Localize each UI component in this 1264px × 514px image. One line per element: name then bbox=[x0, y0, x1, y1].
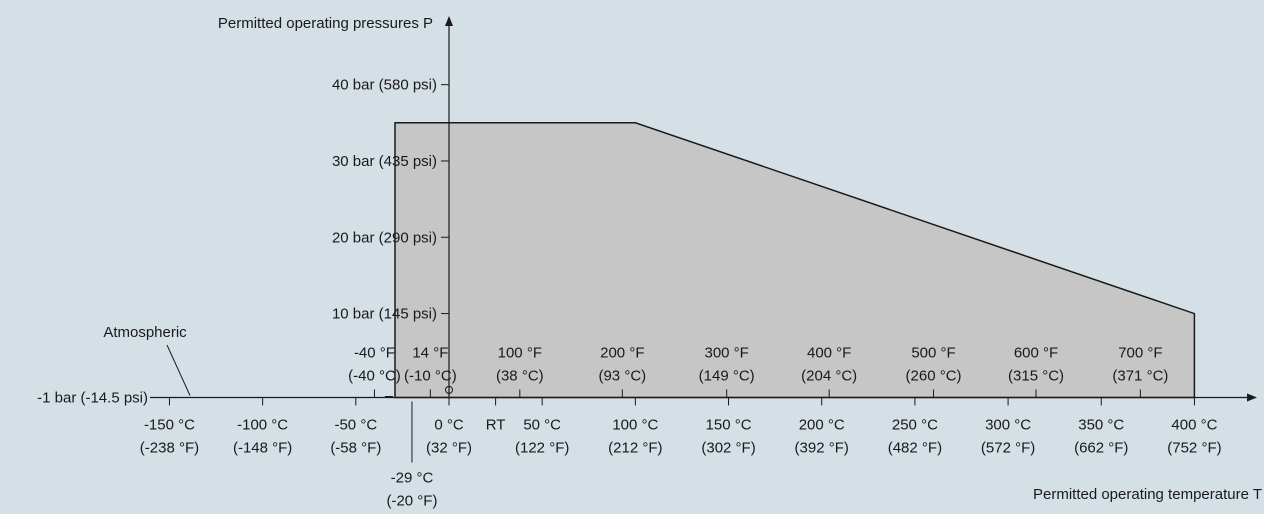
x-tick-celsius-sublabel: (-148 °F) bbox=[233, 440, 292, 457]
x-tick-celsius-label: 300 °C bbox=[985, 417, 1031, 434]
x-tick-celsius-sublabel: (122 °F) bbox=[515, 440, 569, 457]
x-tick-fahrenheit-sublabel: (-40 °C) bbox=[348, 368, 401, 385]
x-tick-fahrenheit-sublabel: (38 °C) bbox=[496, 368, 544, 385]
min-temp-annotation: -29 °C bbox=[391, 470, 434, 487]
y-tick-label: -1 bar (-14.5 psi) bbox=[37, 390, 148, 407]
x-tick-celsius-label: -50 °C bbox=[334, 417, 377, 434]
x-tick-fahrenheit-label: 600 °F bbox=[1014, 345, 1058, 362]
x-tick-fahrenheit-sublabel: (371 °C) bbox=[1112, 368, 1168, 385]
x-tick-celsius-label: 350 °C bbox=[1078, 417, 1124, 434]
chart-axes bbox=[150, 16, 1257, 402]
x-tick-celsius-label: RT bbox=[486, 417, 506, 434]
x-tick-celsius-sublabel: (752 °F) bbox=[1167, 440, 1221, 457]
x-tick-celsius-label: 400 °C bbox=[1171, 417, 1217, 434]
x-tick-celsius-label: 250 °C bbox=[892, 417, 938, 434]
x-tick-celsius-sublabel: (32 °F) bbox=[426, 440, 472, 457]
x-tick-celsius-label: 100 °C bbox=[612, 417, 658, 434]
x-tick-celsius-sublabel: (482 °F) bbox=[888, 440, 942, 457]
x-tick-fahrenheit-label: 400 °F bbox=[807, 345, 851, 362]
x-tick-fahrenheit-label: 200 °F bbox=[600, 345, 644, 362]
x-tick-celsius-label: 0 °C bbox=[434, 417, 464, 434]
x-axis-arrowhead bbox=[1247, 393, 1257, 402]
atmospheric-leader bbox=[166, 344, 191, 396]
x-tick-fahrenheit-sublabel: (204 °C) bbox=[801, 368, 857, 385]
x-tick-celsius-sublabel: (302 °F) bbox=[701, 440, 755, 457]
x-tick-celsius-label: 200 °C bbox=[799, 417, 845, 434]
chart-ticks: -1 bar (-14.5 psi) 10 bar (145 psi) 20 bar… bbox=[37, 77, 1221, 510]
x-tick-fahrenheit-label: 100 °F bbox=[498, 345, 542, 362]
x-tick-fahrenheit-label: 14 °F bbox=[412, 345, 448, 362]
x-tick-celsius-label: 50 °C bbox=[523, 417, 561, 434]
x-tick-fahrenheit-sublabel: (93 °C) bbox=[598, 368, 646, 385]
x-tick-fahrenheit-label: 300 °F bbox=[704, 345, 748, 362]
x-tick-fahrenheit-sublabel: (-10 °C) bbox=[404, 368, 457, 385]
y-axis-arrowhead bbox=[445, 16, 453, 26]
x-tick-celsius-label: -100 °C bbox=[237, 417, 288, 434]
x-tick-fahrenheit-sublabel: (315 °C) bbox=[1008, 368, 1064, 385]
x-tick-fahrenheit-label: 500 °F bbox=[911, 345, 955, 362]
x-tick-fahrenheit-label: -40 °F bbox=[354, 345, 395, 362]
x-tick-celsius-sublabel: (662 °F) bbox=[1074, 440, 1128, 457]
y-axis-title: Permitted operating pressures P bbox=[218, 15, 433, 32]
origin-marker bbox=[445, 385, 453, 394]
x-tick-celsius-sublabel: (392 °F) bbox=[795, 440, 849, 457]
min-temp-annotation-sublabel: (-20 °F) bbox=[386, 493, 437, 510]
x-tick-fahrenheit-sublabel: (260 °C) bbox=[906, 368, 962, 385]
x-axis-title: Permitted operating temperature T bbox=[1033, 486, 1262, 503]
x-tick-celsius-label: 150 °C bbox=[706, 417, 752, 434]
x-tick-celsius-label: -150 °C bbox=[144, 417, 195, 434]
x-tick-celsius-sublabel: (572 °F) bbox=[981, 440, 1035, 457]
atmospheric-annotation: Atmospheric bbox=[103, 324, 187, 341]
x-tick-celsius-sublabel: (212 °F) bbox=[608, 440, 662, 457]
y-tick-label: 10 bar (145 psi) bbox=[332, 306, 437, 323]
y-tick-label: 40 bar (580 psi) bbox=[332, 77, 437, 94]
x-tick-fahrenheit-sublabel: (149 °C) bbox=[699, 368, 755, 385]
x-tick-celsius-sublabel: (-238 °F) bbox=[140, 440, 199, 457]
y-tick-label: 20 bar (290 psi) bbox=[332, 229, 437, 246]
y-tick-label: 30 bar (435 psi) bbox=[332, 153, 437, 170]
x-tick-celsius-sublabel: (-58 °F) bbox=[330, 440, 381, 457]
x-tick-fahrenheit-label: 700 °F bbox=[1118, 345, 1162, 362]
